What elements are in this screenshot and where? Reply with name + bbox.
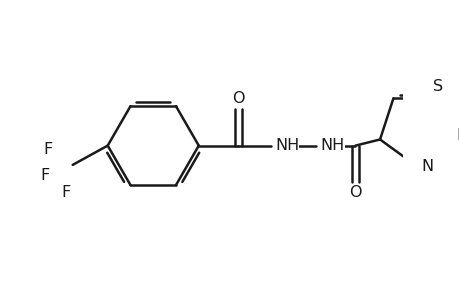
Text: F: F xyxy=(44,142,53,157)
Text: F: F xyxy=(61,185,70,200)
Text: N: N xyxy=(455,128,459,143)
Text: NH: NH xyxy=(320,138,344,153)
Text: NH: NH xyxy=(274,138,298,153)
Text: O: O xyxy=(348,185,361,200)
Text: O: O xyxy=(231,91,244,106)
Text: S: S xyxy=(432,79,442,94)
Text: F: F xyxy=(40,168,49,183)
Text: N: N xyxy=(420,159,432,174)
